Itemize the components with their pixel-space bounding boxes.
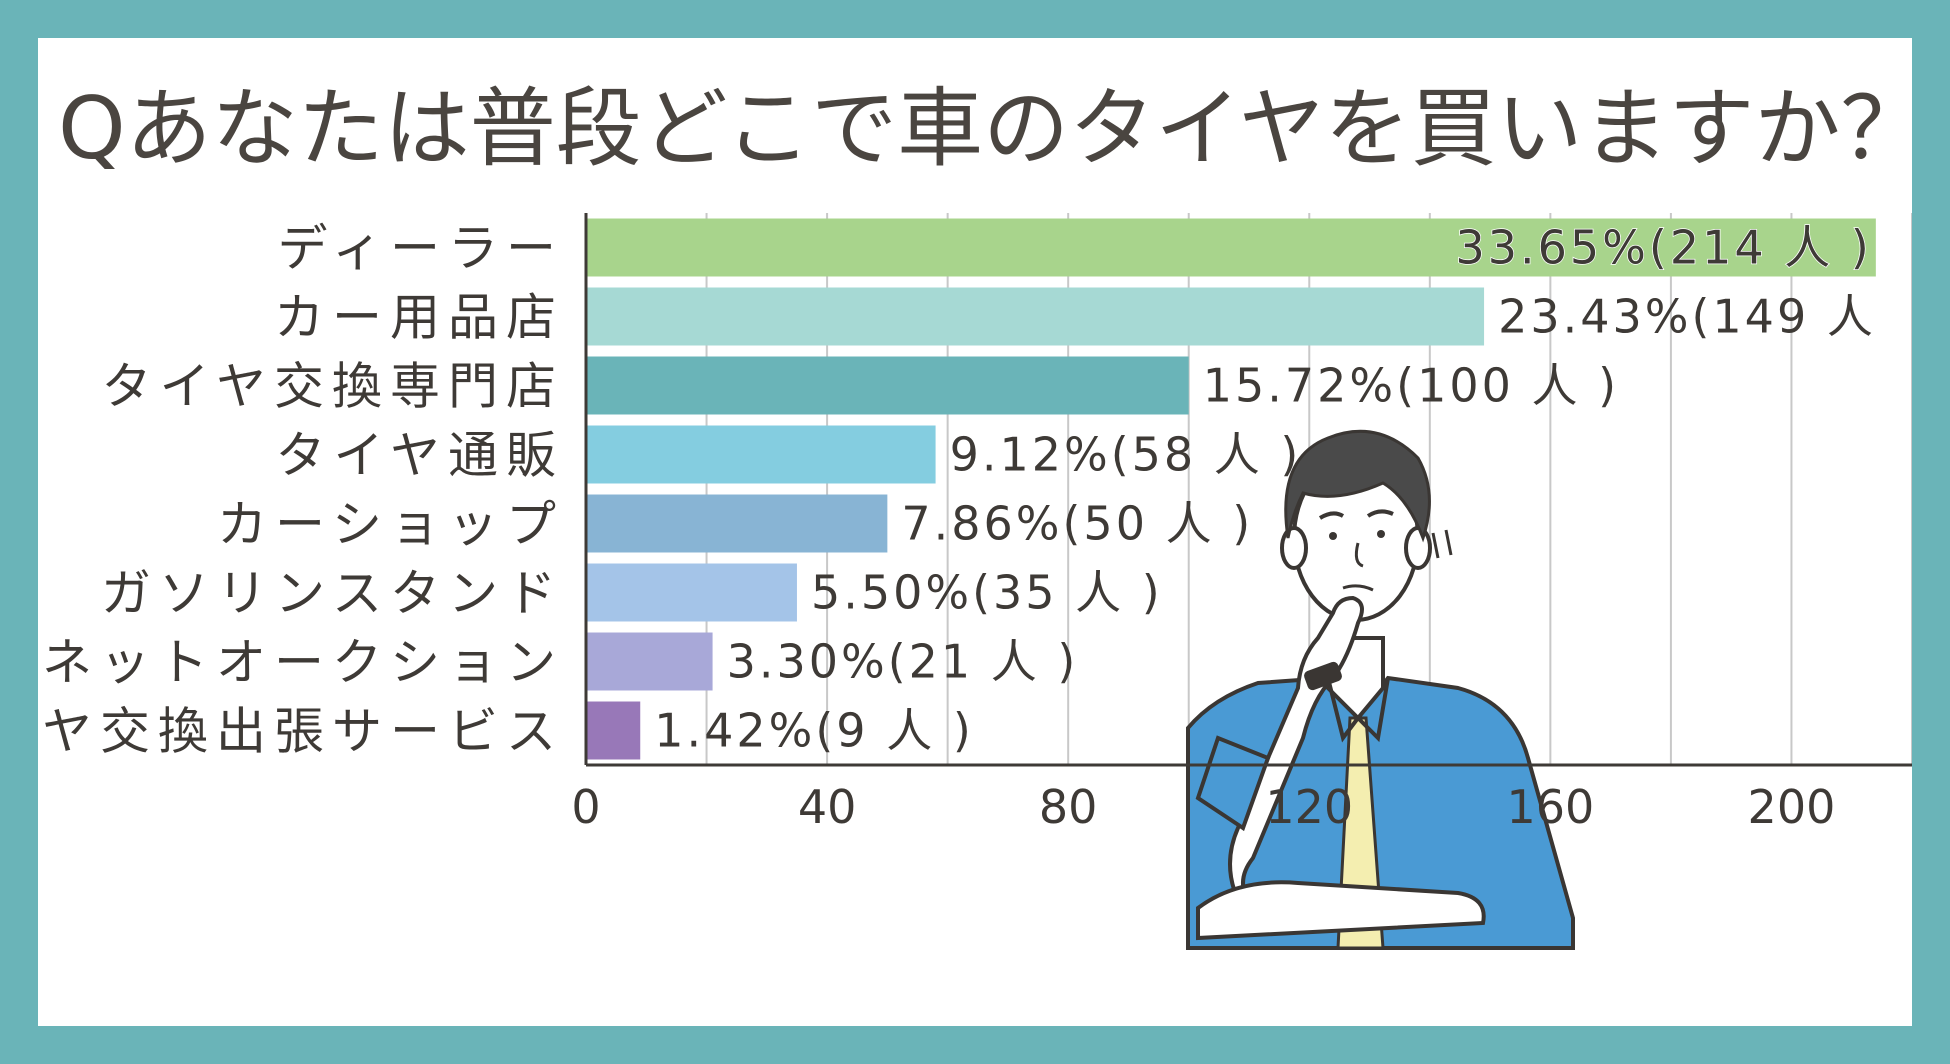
eye-left [1329, 532, 1337, 540]
thinking-man-illustration [1186, 429, 1575, 950]
data-label-4: 7.86%(50 人 ) [901, 497, 1253, 551]
axes: 0 40 80 120 160 200 [571, 213, 1912, 834]
face-features [1342, 542, 1374, 592]
data-label-0: 33.65%(214 人 ) [1455, 221, 1871, 275]
crossed-arm [1196, 880, 1486, 941]
category-label-0: ディーラー [278, 220, 565, 278]
bar-7 [586, 701, 641, 760]
ear-left [1280, 526, 1308, 570]
x-tick-label-120: 120 [1265, 780, 1353, 834]
bar-1 [586, 287, 1485, 346]
data-label-6: 3.30%(21 人 ) [727, 635, 1079, 689]
eye-right [1377, 530, 1385, 538]
category-label-5: ガソリンスタンド [101, 565, 564, 623]
sleeve [1195, 735, 1271, 832]
category-label-7: タイヤ交換出張サービス [38, 703, 564, 761]
x-tick-label-200: 200 [1748, 780, 1836, 834]
chart-card: Qあなたは普段どこで車のタイヤを買いますか？ ディーラー 33.65%(214 人… [38, 38, 1912, 1026]
data-label-7: 1.42%(9 人 ) [654, 704, 974, 758]
bar-chart: Qあなたは普段どこで車のタイヤを買いますか？ ディーラー 33.65%(214 人… [38, 79, 1912, 950]
wristwatch [1304, 661, 1342, 691]
collar [1326, 677, 1390, 743]
bar-6 [586, 632, 713, 691]
x-tick-label-0: 0 [571, 780, 600, 834]
thinking-marks [1431, 529, 1453, 559]
x-tick-label-80: 80 [1039, 780, 1098, 834]
bar-0 [586, 218, 1876, 277]
data-label-3: 9.12%(58 人 ) [950, 428, 1302, 482]
eyebrows [1318, 509, 1394, 520]
bars: ディーラー 33.65%(214 人 ) カー用品店 23.43%(149 人タイヤ交… [38, 218, 1876, 761]
ear-right [1404, 526, 1432, 570]
bar-3 [586, 425, 936, 484]
bar-2 [586, 356, 1189, 415]
category-label-4: カーショップ [217, 496, 564, 554]
data-label-5: 5.50%(35 人 ) [811, 566, 1163, 620]
bar-5 [586, 563, 797, 622]
x-tick-label-160: 160 [1506, 780, 1594, 834]
data-label-2: 15.72%(100 人 ) [1203, 359, 1619, 413]
category-label-6: ネットオークション [42, 634, 564, 692]
hair [1284, 429, 1431, 543]
category-label-1: カー用品店 [274, 289, 564, 347]
category-label-2: タイヤ交換専門店 [102, 358, 565, 416]
x-tick-label-40: 40 [798, 780, 857, 834]
chart-title: Qあなたは普段どこで車のタイヤを買いますか？ [58, 79, 1912, 179]
bar-4 [586, 494, 888, 553]
data-label-1: 23.43%(149 人 [1498, 290, 1876, 344]
category-label-3: タイヤ通販 [276, 427, 565, 485]
